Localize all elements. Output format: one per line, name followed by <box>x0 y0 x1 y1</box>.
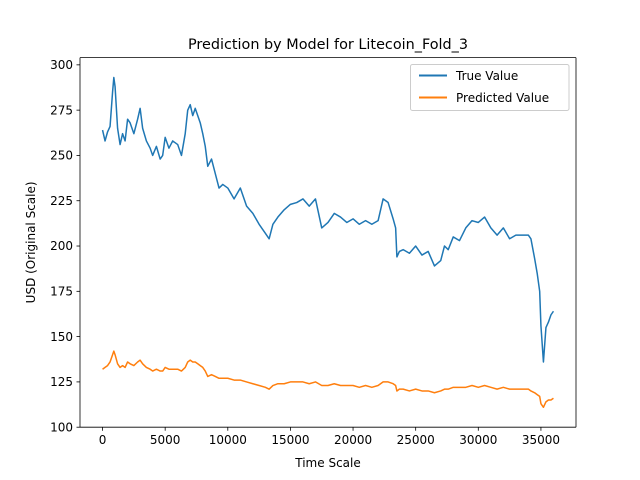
series-layer <box>101 76 555 409</box>
y-tick-label: 250 <box>50 149 73 163</box>
y-tick-label: 175 <box>50 285 73 299</box>
x-tick-label: 20000 <box>334 433 372 447</box>
y-tick-label: 200 <box>50 239 73 253</box>
y-axis-title: USD (Original Scale) <box>24 181 38 303</box>
y-tick-label: 275 <box>50 103 73 117</box>
series-line-true-value <box>101 76 555 363</box>
y-tick-label: 300 <box>50 58 73 72</box>
x-tick-label: 10000 <box>209 433 247 447</box>
legend-label-true-value: True Value <box>455 69 518 83</box>
legend: True Value Predicted Value <box>410 64 570 111</box>
x-tick-label: 30000 <box>459 433 497 447</box>
y-tick-label: 150 <box>50 330 73 344</box>
x-tick-label: 5000 <box>150 433 181 447</box>
chart-title: Prediction by Model for Litecoin_Fold_3 <box>188 37 468 53</box>
y-tick-label: 225 <box>50 194 73 208</box>
x-tick-label: 15000 <box>271 433 309 447</box>
x-tick-label: 0 <box>99 433 107 447</box>
y-axis-ticks: 100 125 150 175 200 225 250 275 300 <box>50 58 80 434</box>
x-axis-ticks: 0 5000 10000 15000 20000 25000 30000 35000 <box>99 427 560 447</box>
y-tick-label: 125 <box>50 375 73 389</box>
x-tick-label: 35000 <box>522 433 560 447</box>
legend-box <box>410 64 570 111</box>
series-line-predicted-value <box>102 350 554 409</box>
x-tick-label: 25000 <box>397 433 435 447</box>
x-axis-title: Time Scale <box>294 456 360 470</box>
axes-frame <box>79 57 577 428</box>
y-tick-label: 100 <box>50 420 73 434</box>
plot-area <box>80 57 576 428</box>
legend-label-predicted-value: Predicted Value <box>456 91 549 105</box>
